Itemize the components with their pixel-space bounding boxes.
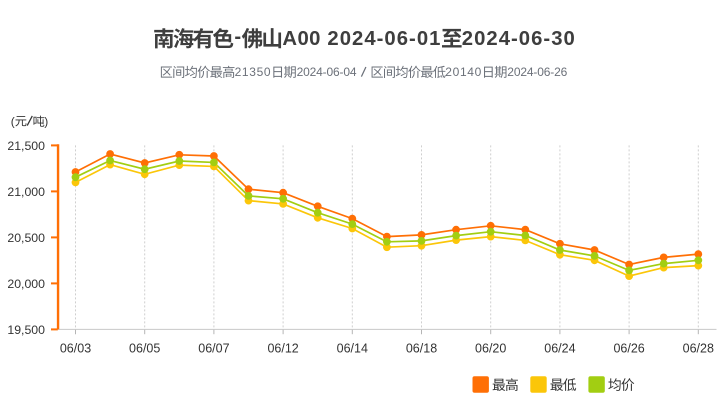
svg-text:21350: 21350 [235, 65, 271, 79]
svg-text:06/07: 06/07 [198, 341, 229, 355]
svg-text:06/20: 06/20 [475, 341, 506, 355]
svg-text:20,500: 20,500 [7, 231, 45, 245]
svg-text:06/12: 06/12 [267, 341, 298, 355]
svg-text:2024-06-26: 2024-06-26 [507, 65, 567, 79]
svg-text:06/05: 06/05 [129, 341, 160, 355]
svg-text:2024-06-04: 2024-06-04 [297, 65, 357, 79]
svg-text:(: ( [11, 114, 15, 128]
svg-text:2024-06-01: 2024-06-01 [327, 28, 440, 50]
svg-text:21,500: 21,500 [7, 139, 45, 153]
svg-text:20,000: 20,000 [7, 277, 45, 291]
svg-text:21,000: 21,000 [7, 185, 45, 199]
svg-text:06/18: 06/18 [406, 341, 437, 355]
svg-text:06/24: 06/24 [544, 341, 575, 355]
svg-text:06/03: 06/03 [60, 341, 91, 355]
svg-text:20140: 20140 [445, 65, 481, 79]
svg-text:A00: A00 [282, 28, 320, 50]
svg-text:06/26: 06/26 [613, 341, 644, 355]
svg-text:): ) [44, 114, 48, 128]
svg-text:06/28: 06/28 [683, 341, 714, 355]
svg-text:-: - [234, 26, 241, 48]
svg-text:19,500: 19,500 [7, 323, 45, 337]
svg-text:2024-06-30: 2024-06-30 [462, 28, 575, 50]
svg-text:06/14: 06/14 [337, 341, 368, 355]
